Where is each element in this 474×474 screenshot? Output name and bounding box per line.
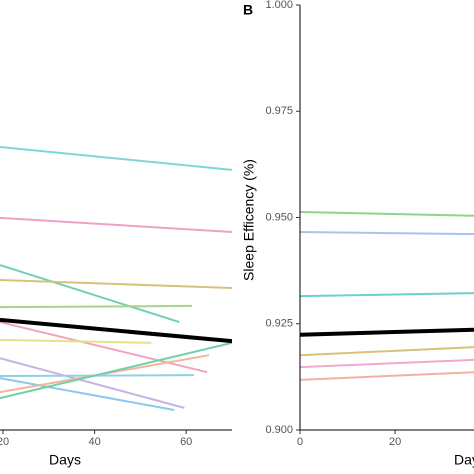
series-line bbox=[0, 304, 193, 309]
series-line bbox=[300, 358, 474, 369]
panel-label: B bbox=[243, 2, 253, 18]
y-tick-label: 0.925 bbox=[265, 318, 293, 330]
y-tick-label: 0.900 bbox=[265, 424, 293, 436]
series-line bbox=[300, 230, 474, 236]
series-line bbox=[300, 346, 474, 357]
series-line bbox=[0, 264, 180, 324]
series-line bbox=[300, 210, 474, 217]
x-tick-label: 20 bbox=[389, 436, 401, 448]
series-line bbox=[300, 327, 474, 337]
y-tick-label: 0.975 bbox=[265, 105, 293, 117]
series-line bbox=[0, 317, 232, 344]
series-line bbox=[0, 377, 175, 412]
panel bbox=[0, 145, 232, 412]
series-line bbox=[0, 321, 208, 374]
x-tick-label: 20 bbox=[0, 436, 9, 448]
x-axis-label: Days bbox=[454, 452, 474, 468]
y-tick-label: 1.000 bbox=[265, 0, 293, 11]
series-line bbox=[0, 357, 185, 409]
x-tick-label: 40 bbox=[88, 436, 100, 448]
series-line bbox=[300, 292, 474, 298]
series-line bbox=[0, 341, 232, 400]
y-tick-label: 0.950 bbox=[265, 211, 293, 223]
panel bbox=[300, 210, 474, 381]
series-line bbox=[300, 371, 474, 381]
series-line bbox=[0, 216, 232, 233]
x-tick-label: 0 bbox=[297, 436, 303, 448]
y-axis-label: Sleep Efficency (%) bbox=[241, 159, 257, 281]
x-tick-label: 60 bbox=[180, 436, 192, 448]
series-line bbox=[0, 338, 152, 344]
x-axis-label: Days bbox=[49, 452, 81, 468]
series-line bbox=[0, 145, 232, 171]
series-line bbox=[0, 278, 232, 290]
